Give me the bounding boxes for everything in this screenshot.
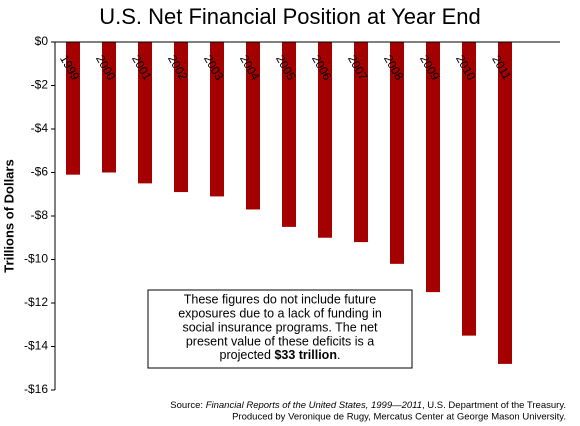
annotation-line: projected $33 trillion. (220, 348, 341, 362)
bar (318, 42, 332, 238)
y-tick-label: -$2 (31, 78, 49, 92)
source-text: Source: (170, 400, 205, 411)
annotation-box (147, 289, 413, 369)
bar (174, 42, 188, 193)
y-tick-label: -$10 (24, 252, 48, 266)
source-text: , U.S. Department of the Treasury. (422, 400, 566, 411)
bar (138, 42, 152, 184)
source-italic: Financial Reports of the United States, … (206, 400, 422, 411)
bar (246, 42, 260, 210)
y-tick-label: -$4 (31, 121, 49, 135)
annotation-text: projected (220, 348, 275, 362)
source-line: Source: Financial Reports of the United … (170, 400, 566, 411)
y-tick-label: $0 (35, 34, 49, 48)
annotation-line: present value of these deficits is a (186, 334, 374, 348)
bar (102, 42, 116, 173)
y-axis-label: Trillions of Dollars (1, 159, 16, 272)
annotation-line: These figures do not include future (184, 292, 377, 306)
bar (66, 42, 80, 175)
bar (462, 42, 476, 336)
bar (282, 42, 296, 227)
y-tick-label: -$6 (31, 165, 49, 179)
annotation-text: . (337, 348, 340, 362)
bar (210, 42, 224, 197)
bar (390, 42, 404, 264)
y-tick-label: -$16 (24, 382, 48, 396)
y-tick-label: -$12 (24, 295, 48, 309)
chart-title: U.S. Net Financial Position at Year End (99, 4, 481, 29)
annotation-bold: $33 trillion (274, 348, 337, 362)
bar (354, 42, 368, 243)
annotation-line: exposures due to a lack of funding in (178, 306, 382, 320)
annotation-line: social insurance programs. The net (182, 320, 378, 334)
source-line: Produced by Veronique de Rugy, Mercatus … (232, 412, 566, 423)
y-tick-label: -$8 (31, 208, 49, 222)
y-tick-label: -$14 (24, 339, 48, 353)
bar (426, 42, 440, 293)
bar (498, 42, 512, 364)
